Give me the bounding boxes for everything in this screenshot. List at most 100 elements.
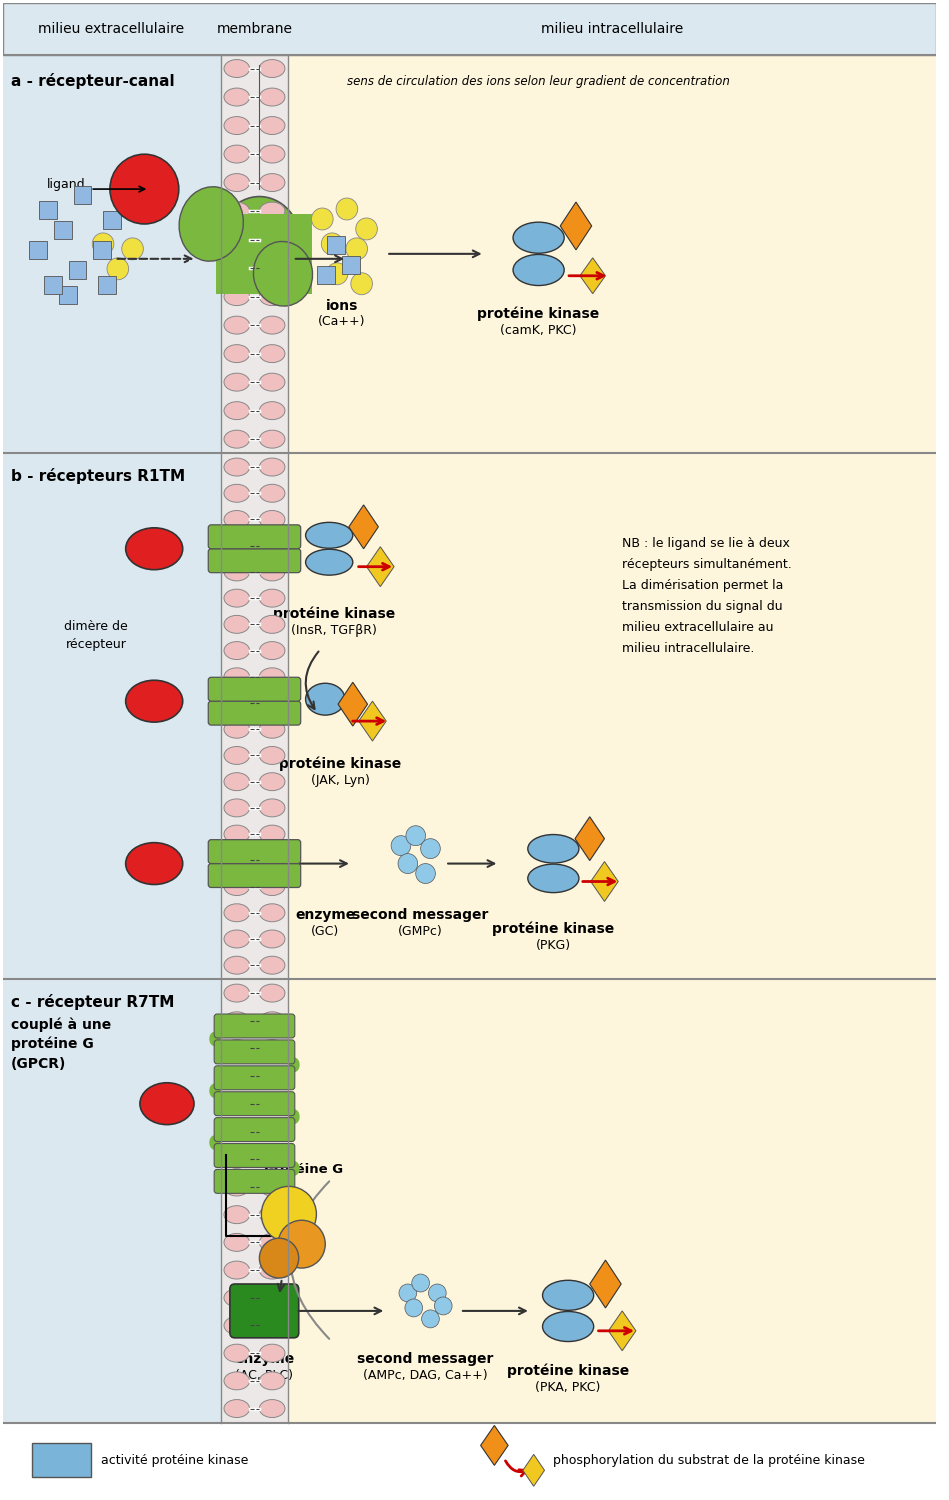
Polygon shape (523, 1455, 545, 1486)
Ellipse shape (224, 60, 250, 78)
Text: protéine G: protéine G (264, 1164, 344, 1176)
Ellipse shape (125, 681, 183, 722)
Ellipse shape (528, 834, 579, 862)
Ellipse shape (224, 984, 250, 1002)
Text: activité protéine kinase: activité protéine kinase (102, 1454, 249, 1467)
Text: NB : le ligand se lie à deux
récepteurs simultanément.
La dimérisation permet la: NB : le ligand se lie à deux récepteurs … (623, 537, 791, 654)
Circle shape (351, 273, 372, 294)
Text: a - récepteur-canal: a - récepteur-canal (10, 72, 175, 88)
Ellipse shape (259, 852, 285, 870)
Ellipse shape (224, 260, 250, 278)
Ellipse shape (513, 255, 564, 285)
Circle shape (429, 1284, 446, 1302)
Ellipse shape (543, 1281, 594, 1311)
Bar (3, 54, 221, 1497)
Circle shape (420, 839, 440, 858)
Text: (PKA, PKC): (PKA, PKC) (535, 1382, 601, 1394)
Polygon shape (560, 202, 592, 250)
Bar (317, 266, 335, 284)
Ellipse shape (513, 222, 564, 254)
Circle shape (336, 198, 358, 220)
Ellipse shape (259, 458, 285, 476)
Circle shape (435, 1298, 452, 1316)
Ellipse shape (224, 1178, 250, 1196)
Ellipse shape (224, 231, 250, 249)
Bar (342, 256, 360, 274)
Ellipse shape (259, 720, 285, 738)
Bar (327, 236, 344, 254)
Ellipse shape (224, 1040, 250, 1058)
Bar (3, 3, 936, 54)
Ellipse shape (259, 202, 285, 220)
Ellipse shape (224, 202, 250, 220)
Ellipse shape (224, 1288, 250, 1306)
Bar (3, 1422, 936, 1497)
Ellipse shape (224, 930, 250, 948)
FancyBboxPatch shape (208, 678, 301, 700)
Ellipse shape (224, 668, 250, 686)
Ellipse shape (224, 1372, 250, 1390)
Ellipse shape (224, 615, 250, 633)
Ellipse shape (259, 260, 285, 278)
Text: ions: ions (326, 298, 358, 312)
Bar (221, 54, 288, 1497)
Text: (GPCR): (GPCR) (10, 1058, 66, 1071)
Ellipse shape (224, 402, 250, 420)
Text: α: α (284, 1204, 294, 1219)
Circle shape (399, 1284, 417, 1302)
FancyBboxPatch shape (208, 549, 301, 573)
Bar (32, 1443, 91, 1478)
Ellipse shape (259, 1400, 285, 1417)
Ellipse shape (259, 60, 285, 78)
FancyBboxPatch shape (214, 1092, 295, 1116)
Bar (98, 276, 116, 294)
FancyBboxPatch shape (208, 700, 301, 724)
Ellipse shape (224, 316, 250, 334)
Ellipse shape (306, 522, 353, 549)
Text: (AC, PLC): (AC, PLC) (235, 1370, 293, 1382)
Ellipse shape (259, 562, 285, 580)
Text: (GC): (GC) (311, 926, 340, 938)
Text: protéine kinase: protéine kinase (477, 306, 600, 321)
Ellipse shape (259, 984, 285, 1002)
Ellipse shape (224, 800, 250, 818)
Bar (39, 201, 57, 219)
FancyBboxPatch shape (214, 1066, 295, 1089)
Text: (PKG): (PKG) (536, 939, 571, 952)
Text: dimère de
récepteur: dimère de récepteur (65, 620, 128, 651)
Text: second messager: second messager (352, 909, 489, 922)
Ellipse shape (306, 549, 353, 574)
Ellipse shape (259, 88, 285, 106)
Ellipse shape (224, 1122, 250, 1140)
Ellipse shape (259, 747, 285, 765)
FancyBboxPatch shape (208, 864, 301, 888)
Polygon shape (338, 682, 367, 726)
FancyBboxPatch shape (208, 525, 301, 549)
Polygon shape (589, 1260, 622, 1308)
Ellipse shape (259, 904, 285, 921)
FancyBboxPatch shape (214, 1014, 295, 1038)
Text: protéine G: protéine G (10, 1036, 93, 1052)
Ellipse shape (259, 694, 285, 712)
Text: membrane: membrane (216, 21, 292, 36)
Text: milieu extracellulaire: milieu extracellulaire (38, 21, 184, 36)
Ellipse shape (224, 88, 250, 106)
Text: phosphorylation du substrat de la protéine kinase: phosphorylation du substrat de la protéi… (553, 1454, 865, 1467)
FancyBboxPatch shape (214, 1118, 295, 1142)
Ellipse shape (224, 1150, 250, 1168)
FancyBboxPatch shape (214, 1143, 295, 1167)
Ellipse shape (224, 345, 250, 363)
Polygon shape (580, 258, 605, 294)
Ellipse shape (259, 956, 285, 974)
Text: protéine kinase: protéine kinase (493, 921, 615, 936)
Circle shape (356, 217, 378, 240)
FancyBboxPatch shape (214, 1040, 295, 1064)
Polygon shape (359, 700, 386, 741)
Ellipse shape (259, 1013, 285, 1031)
Circle shape (416, 864, 436, 883)
Ellipse shape (259, 316, 285, 334)
Ellipse shape (259, 484, 285, 502)
Text: couplé à une: couplé à une (10, 1017, 111, 1032)
Bar (288, 54, 936, 1497)
Circle shape (107, 258, 129, 279)
